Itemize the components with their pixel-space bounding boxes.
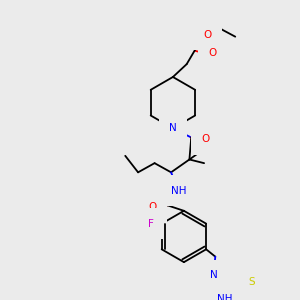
Text: NH: NH: [217, 294, 232, 300]
Text: S: S: [249, 277, 255, 287]
Text: O: O: [148, 202, 157, 212]
Text: N: N: [169, 123, 177, 133]
Text: N: N: [210, 270, 217, 280]
Text: O: O: [204, 30, 212, 40]
Text: O: O: [208, 48, 217, 58]
Text: NH: NH: [171, 186, 186, 196]
Text: F: F: [148, 219, 154, 229]
Text: O: O: [202, 134, 210, 144]
